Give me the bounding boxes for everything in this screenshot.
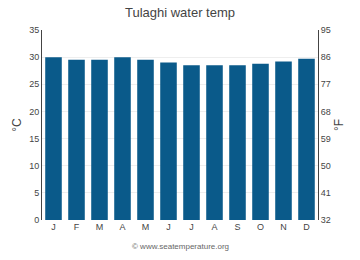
svg-text:°C: °C: [10, 118, 24, 132]
svg-text:20: 20: [29, 107, 39, 117]
svg-text:0: 0: [34, 215, 39, 225]
svg-text:°F: °F: [332, 119, 346, 131]
svg-text:O: O: [257, 222, 264, 232]
svg-text:F: F: [74, 222, 80, 232]
svg-text:77: 77: [321, 79, 331, 89]
svg-text:S: S: [234, 222, 240, 232]
svg-text:30: 30: [29, 52, 39, 62]
svg-text:32: 32: [321, 215, 331, 225]
svg-text:41: 41: [321, 188, 331, 198]
svg-text:35: 35: [29, 25, 39, 35]
svg-text:25: 25: [29, 79, 39, 89]
svg-text:95: 95: [321, 25, 331, 35]
svg-text:15: 15: [29, 134, 39, 144]
svg-text:5: 5: [34, 188, 39, 198]
svg-text:© www.seatemperature.org: © www.seatemperature.org: [132, 242, 229, 251]
svg-text:59: 59: [321, 134, 331, 144]
svg-text:A: A: [119, 222, 125, 232]
svg-text:J: J: [166, 222, 171, 232]
svg-text:Tulaghi water temp: Tulaghi water temp: [125, 5, 235, 20]
svg-text:N: N: [280, 222, 287, 232]
svg-text:M: M: [96, 222, 104, 232]
svg-text:J: J: [51, 222, 56, 232]
svg-text:50: 50: [321, 161, 331, 171]
svg-text:J: J: [189, 222, 194, 232]
svg-text:M: M: [142, 222, 150, 232]
svg-text:A: A: [211, 222, 217, 232]
svg-text:10: 10: [29, 161, 39, 171]
svg-text:86: 86: [321, 52, 331, 62]
svg-text:D: D: [303, 222, 310, 232]
svg-text:68: 68: [321, 107, 331, 117]
